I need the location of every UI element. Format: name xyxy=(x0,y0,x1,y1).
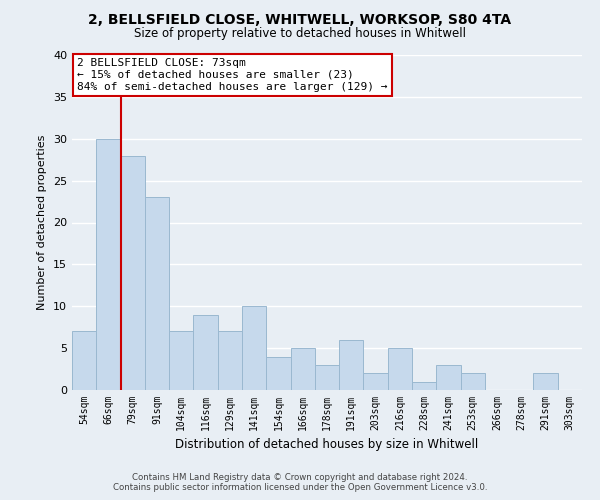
Bar xyxy=(290,348,315,390)
Bar xyxy=(218,332,242,390)
Bar xyxy=(72,332,96,390)
Bar xyxy=(193,314,218,390)
Bar xyxy=(96,138,121,390)
Bar xyxy=(388,348,412,390)
Bar xyxy=(242,306,266,390)
Text: 2 BELLSFIELD CLOSE: 73sqm
← 15% of detached houses are smaller (23)
84% of semi-: 2 BELLSFIELD CLOSE: 73sqm ← 15% of detac… xyxy=(77,58,388,92)
Bar xyxy=(339,340,364,390)
Bar xyxy=(169,332,193,390)
Bar xyxy=(121,156,145,390)
Text: Size of property relative to detached houses in Whitwell: Size of property relative to detached ho… xyxy=(134,28,466,40)
X-axis label: Distribution of detached houses by size in Whitwell: Distribution of detached houses by size … xyxy=(175,438,479,452)
Bar xyxy=(266,356,290,390)
Bar xyxy=(533,373,558,390)
Text: 2, BELLSFIELD CLOSE, WHITWELL, WORKSOP, S80 4TA: 2, BELLSFIELD CLOSE, WHITWELL, WORKSOP, … xyxy=(88,12,512,26)
Text: Contains HM Land Registry data © Crown copyright and database right 2024.
Contai: Contains HM Land Registry data © Crown c… xyxy=(113,473,487,492)
Bar xyxy=(436,365,461,390)
Bar xyxy=(145,198,169,390)
Bar xyxy=(315,365,339,390)
Bar xyxy=(412,382,436,390)
Bar xyxy=(364,373,388,390)
Y-axis label: Number of detached properties: Number of detached properties xyxy=(37,135,47,310)
Bar xyxy=(461,373,485,390)
